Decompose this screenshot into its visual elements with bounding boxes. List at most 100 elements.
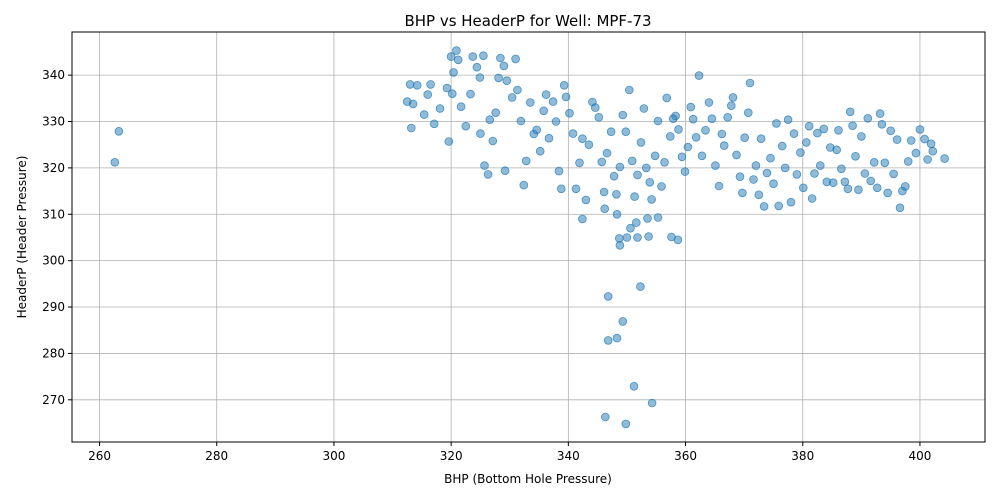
scatter-point	[815, 161, 825, 170]
scatter-point	[622, 233, 632, 242]
scatter-point	[906, 136, 916, 145]
scatter-point	[412, 81, 422, 90]
axis-ticks: 260 280 300 320 340 360 380 400 270 280 290 300 310 3…	[42, 68, 931, 463]
scatter-point	[777, 141, 787, 151]
scatter-point	[612, 333, 622, 343]
scatter-point	[751, 161, 761, 170]
x-tick-label: 280	[205, 449, 228, 463]
scatter-point	[575, 158, 584, 168]
scatter-point	[723, 113, 732, 122]
scatter-point	[749, 175, 758, 184]
y-tick-label: 320	[42, 161, 65, 175]
scatter-point	[485, 115, 495, 124]
y-axis-label: HeaderP (Header Pressure)	[15, 156, 29, 319]
scatter-point	[798, 183, 808, 193]
scatter-point	[940, 154, 949, 163]
scatter-point	[686, 102, 696, 112]
scatter-point	[559, 81, 569, 90]
scatter-point	[631, 218, 641, 227]
scatter-point	[597, 157, 607, 167]
gridlines	[72, 32, 985, 442]
scatter-point	[456, 102, 466, 111]
scatter-point	[653, 116, 663, 126]
scatter-point	[513, 85, 522, 95]
scatter-point	[500, 166, 510, 176]
scatter-point	[603, 336, 613, 345]
scatter-point	[920, 134, 929, 144]
scatter-point	[895, 203, 905, 213]
x-tick-label: 260	[88, 449, 111, 463]
scatter-point	[466, 89, 475, 99]
scatter-point	[633, 233, 642, 242]
scatter-point	[707, 114, 717, 123]
scatter-point	[525, 98, 535, 107]
scatter-point	[521, 156, 531, 166]
scatter-point	[714, 181, 724, 191]
scatter-point	[738, 188, 747, 198]
scatter-point	[496, 53, 505, 63]
scatter-point	[911, 148, 921, 158]
scatter-point	[759, 202, 769, 211]
scatter-point	[488, 136, 498, 146]
scatter-point	[688, 114, 698, 124]
scatter-point	[511, 54, 520, 64]
scatter-point	[539, 106, 548, 116]
scatter-point	[807, 194, 817, 203]
scatter-point	[883, 188, 892, 198]
scatter-point	[866, 176, 875, 186]
scatter-point	[541, 90, 551, 99]
scatter-point	[857, 132, 866, 141]
scatter-point	[556, 184, 566, 194]
scatter-point	[735, 172, 745, 182]
scatter-point	[636, 138, 646, 147]
scatter-point	[645, 178, 655, 187]
scatter-point	[783, 115, 793, 124]
scatter-point	[603, 292, 613, 301]
scatter-point	[923, 155, 932, 164]
scatter-point	[801, 138, 811, 147]
scatter-point	[863, 114, 873, 123]
scatter-point	[624, 85, 634, 95]
scatter-point	[880, 158, 890, 168]
y-tick-label: 280	[42, 346, 65, 360]
scatter-point	[754, 190, 764, 200]
scatter-point	[594, 113, 604, 122]
scatter-point	[554, 166, 564, 176]
scatter-point	[900, 182, 910, 191]
scatter-point	[419, 110, 429, 119]
scatter-point	[683, 142, 693, 152]
scatter-point	[915, 125, 925, 134]
scatter-point	[453, 55, 463, 65]
scatter-point	[796, 148, 805, 157]
scatter-point	[621, 127, 631, 136]
scatter-point	[626, 223, 635, 233]
scatter-point	[444, 137, 454, 146]
scatter-point	[600, 412, 610, 422]
scatter-point	[886, 126, 895, 136]
scatter-point	[615, 162, 625, 172]
scatter-point	[643, 214, 652, 223]
scatter-point	[832, 145, 841, 155]
scatter-point	[507, 93, 517, 102]
scatter-point	[561, 92, 571, 102]
scatter-point	[665, 132, 675, 141]
scatter-point	[590, 103, 600, 112]
scatter-point	[810, 169, 819, 178]
scatter-point	[600, 204, 609, 214]
scatter-point	[743, 108, 753, 117]
scatter-point	[532, 125, 541, 135]
x-tick-label: 380	[791, 449, 814, 463]
scatter-point	[872, 183, 882, 193]
scatter-point	[697, 151, 707, 161]
plot-frame	[71, 31, 986, 443]
scatter-point	[618, 110, 628, 120]
scatter-point	[726, 101, 736, 110]
x-tick-label: 400	[909, 449, 932, 463]
scatter-point	[621, 419, 631, 429]
scatter-point	[584, 140, 594, 150]
scatter-point	[869, 158, 879, 167]
y-tick-label: 340	[42, 68, 65, 82]
scatter-point	[491, 108, 501, 117]
scatter-point	[673, 235, 683, 245]
